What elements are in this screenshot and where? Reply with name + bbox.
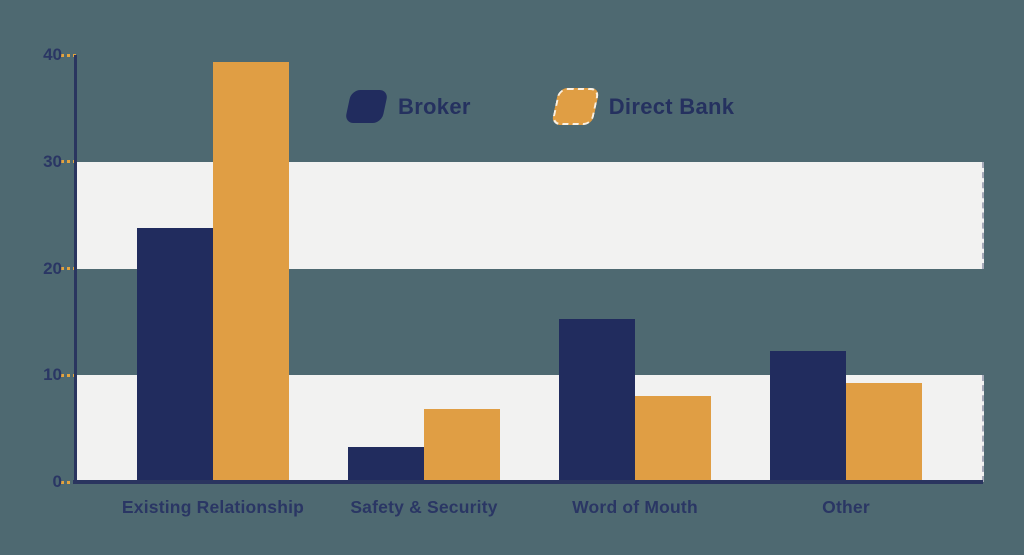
legend-item-direct-bank: Direct Bank — [550, 88, 735, 125]
y-axis-tick-label-30: 30 — [43, 151, 62, 171]
y-axis-tick-label-10: 10 — [43, 365, 62, 385]
x-axis-label-existing-relationship: Existing Relationship — [121, 497, 305, 517]
bar-direct-bank-word-of-mouth — [635, 395, 711, 482]
y-axis-tick-label-0: 0 — [52, 472, 62, 491]
y-axis-tick-10 — [61, 373, 76, 377]
bar-broker-word-of-mouth — [559, 318, 635, 482]
legend-swatch-broker — [344, 90, 389, 123]
bar-broker-existing-relationship — [137, 227, 213, 482]
bar-broker-safety-security — [348, 446, 424, 482]
legend-label-direct-bank: Direct Bank — [608, 93, 735, 119]
x-axis-label-safety-security: Safety & Security — [350, 497, 498, 517]
y-axis-tick-30 — [61, 160, 76, 164]
legend-swatch-direct-bank — [550, 88, 600, 125]
y-axis-line — [74, 55, 77, 483]
legend: Broker Direct Bank — [344, 88, 735, 125]
legend-item-broker: Broker — [344, 88, 471, 125]
y-axis-tick-0 — [61, 480, 76, 484]
x-axis-label-other: Other — [822, 497, 870, 517]
y-axis-tick-label-20: 20 — [43, 258, 62, 278]
y-axis-tick-label-40: 40 — [43, 45, 62, 64]
y-axis-tick-40 — [61, 53, 76, 57]
x-axis-label-word-of-mouth: Word of Mouth — [572, 497, 698, 517]
y-axis-tick-20 — [61, 267, 76, 270]
x-axis-line — [73, 480, 983, 484]
bar-direct-bank-safety-security — [424, 409, 500, 482]
bar-direct-bank-other — [846, 382, 922, 482]
legend-label-broker: Broker — [398, 93, 471, 119]
bar-direct-bank-existing-relationship — [213, 62, 289, 482]
bar-broker-other — [770, 350, 846, 482]
